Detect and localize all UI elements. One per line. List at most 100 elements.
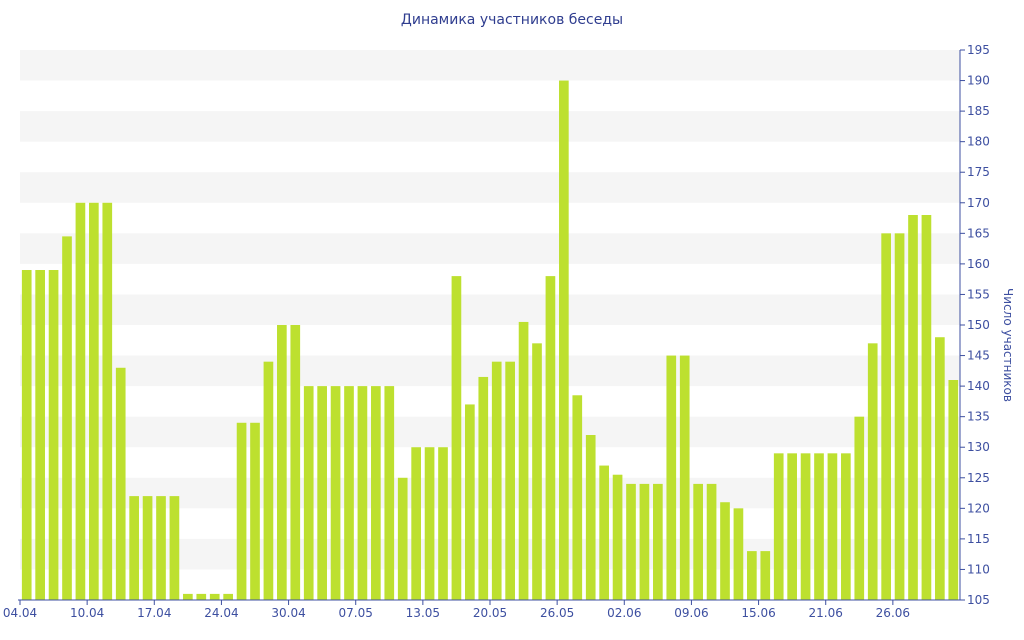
grid-band xyxy=(20,111,960,142)
x-tick-label: 21.06 xyxy=(809,606,843,620)
bar xyxy=(854,416,865,600)
y-tick-label: 185 xyxy=(967,104,990,118)
y-tick-label: 180 xyxy=(967,135,990,149)
bar xyxy=(183,593,193,600)
grid-band xyxy=(20,416,960,448)
x-tick-label: 02.06 xyxy=(607,606,641,620)
x-tick-label: 26.06 xyxy=(876,606,910,620)
y-tick-label: 140 xyxy=(967,379,990,393)
bar xyxy=(653,483,663,600)
y-tick-label: 160 xyxy=(967,257,990,271)
bar xyxy=(894,233,905,600)
bar xyxy=(236,422,247,600)
grid-bands xyxy=(20,50,960,570)
bar xyxy=(760,551,771,600)
x-axis: 04.04 10.04 17.04 24.04 30.04 07.05 13.05 20.05… xyxy=(3,599,960,620)
y-axis: 105 110 115 120 125 130 135 140 145 150 155 160 165 1… xyxy=(959,43,990,607)
x-tick-label: 15.06 xyxy=(741,606,775,620)
bar xyxy=(317,386,327,600)
y-tick-label: 130 xyxy=(967,440,990,454)
y-tick-label: 150 xyxy=(967,318,990,332)
bar xyxy=(787,453,797,600)
bar xyxy=(881,233,891,600)
x-tick-label: 04.04 xyxy=(3,606,37,620)
bar xyxy=(196,593,207,600)
y-tick-label: 115 xyxy=(967,532,990,546)
bar xyxy=(693,483,703,600)
y-tick-label: 190 xyxy=(967,74,990,88)
bar xyxy=(747,551,757,600)
bar xyxy=(102,202,113,600)
bar xyxy=(585,435,596,600)
x-tick-label: 07.05 xyxy=(339,606,373,620)
bar xyxy=(773,453,784,600)
bar xyxy=(599,465,609,600)
bar xyxy=(706,483,717,600)
bar xyxy=(572,395,583,600)
bar xyxy=(303,386,314,600)
bar xyxy=(532,343,542,600)
bar xyxy=(545,276,556,600)
bar xyxy=(867,343,878,600)
y-tick-label: 135 xyxy=(967,410,990,424)
y-tick-label: 145 xyxy=(967,349,990,363)
bar xyxy=(800,453,811,600)
bar xyxy=(290,325,301,600)
x-tick-label: 26.05 xyxy=(540,606,574,620)
bar xyxy=(518,321,529,600)
bar xyxy=(209,593,220,600)
grid-band xyxy=(20,355,960,387)
bar xyxy=(720,502,730,600)
bar xyxy=(115,367,126,600)
bar xyxy=(411,447,421,600)
bar xyxy=(223,593,233,600)
y-axis-title: Число участников xyxy=(1001,288,1015,402)
y-tick-label: 125 xyxy=(967,471,990,485)
bar xyxy=(142,496,153,600)
y-tick-label: 110 xyxy=(967,562,990,576)
grid-band xyxy=(20,294,960,325)
bar xyxy=(612,474,623,600)
x-tick-label: 20.05 xyxy=(473,606,507,620)
bar xyxy=(384,386,395,600)
y-tick-label: 155 xyxy=(967,287,990,301)
bar xyxy=(344,386,354,600)
bar xyxy=(639,483,650,600)
bar xyxy=(129,496,139,600)
bar xyxy=(62,236,72,600)
bar xyxy=(89,202,99,600)
x-tick-label: 13.05 xyxy=(406,606,440,620)
grid-band xyxy=(20,50,960,81)
bar xyxy=(371,386,381,600)
grid-band xyxy=(20,172,960,203)
bar xyxy=(679,355,690,600)
bar xyxy=(841,453,851,600)
bar xyxy=(35,270,45,600)
x-tick-label: 24.04 xyxy=(204,606,238,620)
y-tick-label: 165 xyxy=(967,226,990,240)
bar xyxy=(666,355,677,600)
bar xyxy=(451,276,462,600)
bar xyxy=(156,496,166,600)
bar xyxy=(397,477,408,600)
bar xyxy=(814,453,824,600)
x-tick-label: 30.04 xyxy=(271,606,305,620)
bar xyxy=(357,386,368,600)
bar xyxy=(169,496,180,600)
bar xyxy=(491,361,502,600)
chart-title: Динамика участников беседы xyxy=(400,12,624,28)
y-tick-label: 105 xyxy=(967,593,990,607)
x-tick-label: 09.06 xyxy=(674,606,708,620)
bar xyxy=(505,361,515,600)
bar xyxy=(438,447,448,600)
y-tick-label: 195 xyxy=(967,43,990,57)
bar xyxy=(478,376,489,600)
y-tick-label: 120 xyxy=(967,501,990,515)
bar xyxy=(465,404,475,600)
bar xyxy=(21,270,32,600)
bar xyxy=(424,447,435,600)
grid-band xyxy=(20,233,960,264)
bar xyxy=(330,386,341,600)
